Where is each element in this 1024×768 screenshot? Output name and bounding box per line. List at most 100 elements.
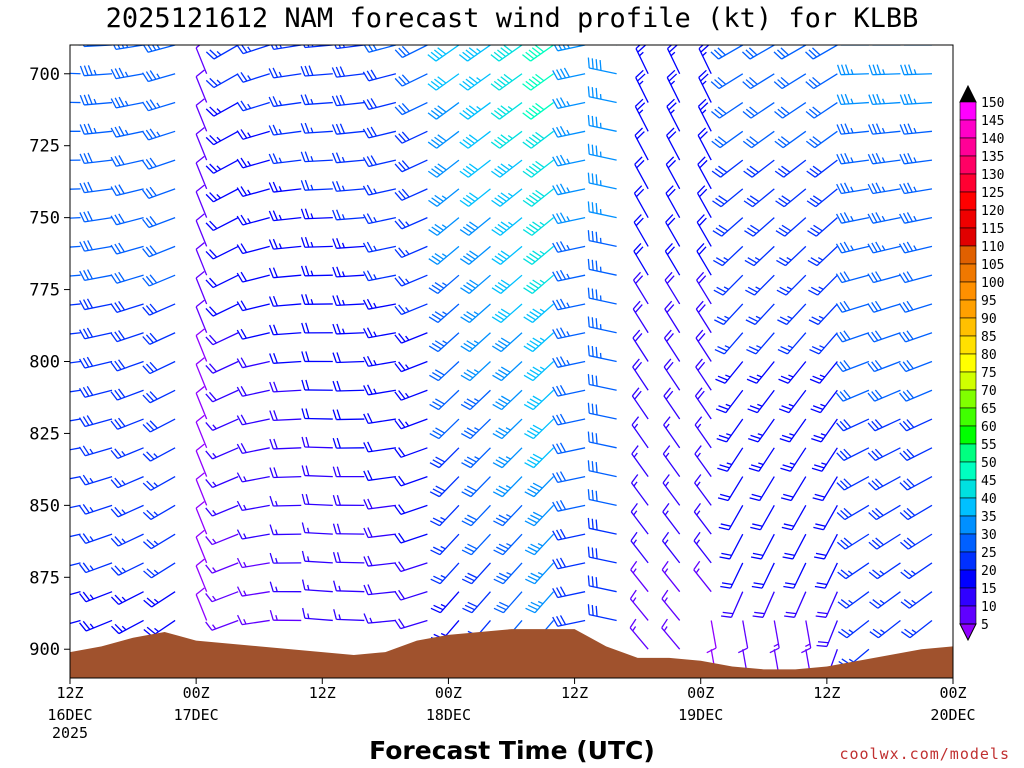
wind-barb [70, 45, 81, 46]
colorbar-swatch [959, 281, 977, 301]
wind-barb [70, 533, 81, 538]
wind-barb [205, 475, 239, 489]
wind-barb [490, 73, 523, 91]
wind-barb [491, 332, 523, 353]
wind-barb [205, 360, 239, 374]
wind-barb [110, 242, 144, 255]
wind-barb [552, 183, 586, 196]
wind-barb [460, 418, 491, 440]
credit-text[interactable]: coolwx.com/models [839, 745, 1010, 763]
x-tick-date: 19DEC [678, 706, 723, 724]
wind-barb [631, 474, 649, 506]
wind-barb [491, 274, 523, 294]
wind-barb [332, 295, 365, 307]
wind-barb [524, 504, 555, 527]
wind-barb [362, 213, 397, 225]
wind-barb [587, 115, 617, 132]
wind-barb [746, 332, 775, 355]
wind-barb [587, 431, 617, 449]
colorbar-label: 135 [981, 150, 1004, 165]
wind-barb [78, 445, 113, 457]
wind-barb [236, 328, 270, 340]
wind-barb [587, 201, 617, 219]
wind-barb [111, 619, 144, 635]
wind-barb [632, 300, 649, 334]
wind-barb [268, 153, 302, 165]
wind-barb [236, 186, 270, 198]
wind-barb [142, 476, 176, 491]
wind-barb [363, 584, 396, 596]
wind-barb [70, 447, 81, 451]
wind-barb [394, 418, 428, 430]
wind-barb [867, 182, 901, 195]
wind-barb [867, 389, 901, 402]
wind-barb [587, 402, 617, 420]
wind-barb [142, 389, 176, 404]
wind-barb [587, 316, 617, 334]
wind-barb [195, 155, 208, 190]
wind-barb [693, 503, 712, 535]
wind-barb [429, 389, 460, 411]
wind-barb [801, 620, 812, 654]
wind-barb [835, 300, 870, 313]
wind-barb [750, 533, 775, 560]
wind-barb [805, 73, 838, 90]
wind-barb [142, 533, 176, 550]
wind-barb [694, 387, 712, 420]
wind-barb [79, 356, 113, 369]
colorbar-label: 100 [981, 276, 1004, 291]
wind-barb [205, 73, 239, 89]
wind-barb [428, 217, 460, 236]
wind-barb [493, 504, 523, 527]
wind-barb [110, 591, 144, 606]
wind-barb [301, 579, 333, 593]
wind-barb [195, 98, 208, 132]
wind-barb [836, 504, 870, 521]
wind-barb [237, 614, 270, 626]
wind-barb [113, 45, 144, 51]
wind-barb [428, 188, 460, 207]
wind-barb [743, 159, 775, 178]
colorbar-swatch [959, 317, 977, 337]
colorbar-label: 45 [981, 474, 997, 489]
wind-barb [901, 619, 933, 639]
wind-barb [362, 126, 397, 139]
wind-barb [236, 500, 270, 512]
wind-barb [552, 615, 586, 627]
wind-barb [552, 356, 586, 368]
wind-barb [428, 303, 460, 324]
wind-barb [522, 217, 554, 236]
wind-barb [552, 126, 586, 138]
colorbar-swatch [959, 101, 977, 121]
wind-barb [552, 212, 586, 225]
wind-barb [236, 443, 270, 454]
wind-barb [666, 98, 681, 132]
wind-barb [363, 527, 396, 539]
wind-barb [110, 504, 144, 518]
wind-barb [332, 380, 365, 392]
wind-barb [816, 620, 838, 648]
wind-barb [522, 159, 554, 178]
wind-barb [394, 504, 428, 516]
wind-barb [898, 359, 933, 373]
wind-barb [195, 357, 208, 391]
wind-barb [696, 214, 712, 247]
wind-barb [205, 619, 239, 631]
wind-barb [587, 373, 617, 391]
wind-barb [587, 86, 617, 104]
wind-barb [713, 245, 744, 267]
wind-barb [110, 388, 144, 401]
wind-barb [236, 271, 270, 283]
wind-barb [332, 352, 365, 364]
wind-barb [666, 45, 681, 75]
wind-barb [110, 330, 144, 343]
colorbar-swatch [959, 227, 977, 247]
wind-barb [205, 274, 239, 289]
wind-barb [459, 102, 491, 120]
wind-barb [522, 130, 554, 149]
wind-barb [714, 303, 744, 326]
wind-barb [195, 184, 208, 218]
wind-barb [333, 580, 365, 593]
wind-barb [334, 45, 365, 50]
wind-barb [79, 298, 113, 311]
